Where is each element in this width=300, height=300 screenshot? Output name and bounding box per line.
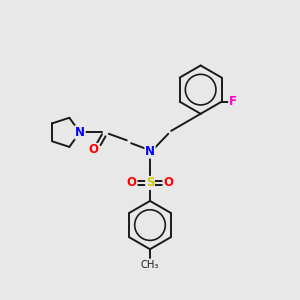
Text: S: S [146,176,154,190]
Text: N: N [145,145,155,158]
Text: O: O [88,143,98,157]
Text: O: O [127,176,137,190]
Text: F: F [229,95,237,108]
Text: O: O [163,176,173,190]
Text: CH₃: CH₃ [141,260,159,269]
Text: N: N [75,126,85,139]
